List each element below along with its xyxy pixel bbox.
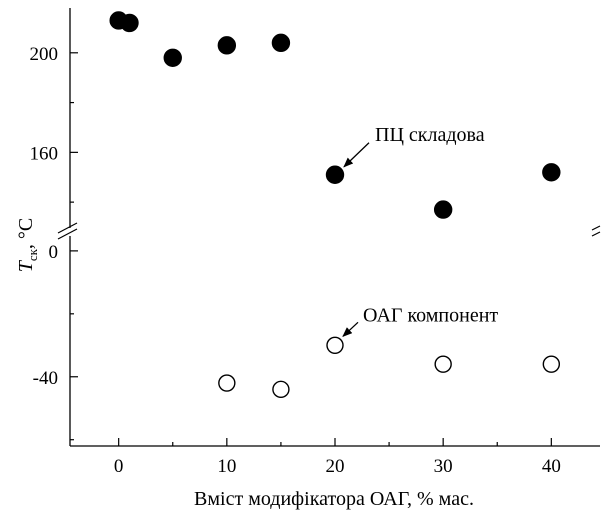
x-tick-label: 40 xyxy=(542,456,561,477)
x-tick-label: 10 xyxy=(217,456,236,477)
filled-data-point xyxy=(217,36,237,55)
y-axis-unit: , °C xyxy=(15,218,37,249)
axis-break-gap xyxy=(62,228,78,236)
open-data-point xyxy=(542,355,561,373)
data-points xyxy=(109,11,561,399)
filled-data-point xyxy=(542,163,561,182)
y-tick-label: 0 xyxy=(49,242,59,263)
filled-data-point xyxy=(163,48,182,67)
open-data-point xyxy=(326,336,344,354)
axis-break-mark xyxy=(57,222,78,234)
open-data-point xyxy=(218,374,236,392)
axis-break-mark xyxy=(591,225,601,231)
x-axis-title: Вміст модифікатора ОАГ, % мас. xyxy=(194,488,474,510)
open-data-point xyxy=(434,355,452,373)
axis-break-mark xyxy=(57,228,78,240)
annotations: ПЦ складова ОАГ компонент xyxy=(342,124,498,337)
y-axis: 200 160 0 -40 xyxy=(30,44,78,441)
axis-break-mark xyxy=(591,231,601,237)
y-axis-symbol: T xyxy=(15,259,37,272)
y-tick-label: 200 xyxy=(30,44,59,65)
x-tick-label: 0 xyxy=(114,456,124,477)
y-axis-title: Tск, °C xyxy=(15,218,40,273)
filled-data-point xyxy=(120,13,139,33)
y-tick-label: -40 xyxy=(33,368,58,389)
annotation-label: ОАГ компонент xyxy=(363,304,498,326)
plot-frame xyxy=(57,8,601,447)
annotation-arrow xyxy=(342,321,359,337)
y-axis-subscript: ск xyxy=(25,248,40,261)
x-tick-label: 30 xyxy=(434,456,453,477)
y-tick-label: 160 xyxy=(30,143,59,164)
filled-data-point xyxy=(271,33,291,53)
x-tick-label: 20 xyxy=(326,456,345,477)
filled-data-point xyxy=(325,165,345,184)
annotation-label: ПЦ складова xyxy=(375,124,485,146)
filled-data-point xyxy=(433,200,453,219)
x-axis: 0 10 20 30 40 xyxy=(114,438,561,477)
open-data-point xyxy=(272,380,290,399)
annotation-arrow xyxy=(343,142,370,168)
